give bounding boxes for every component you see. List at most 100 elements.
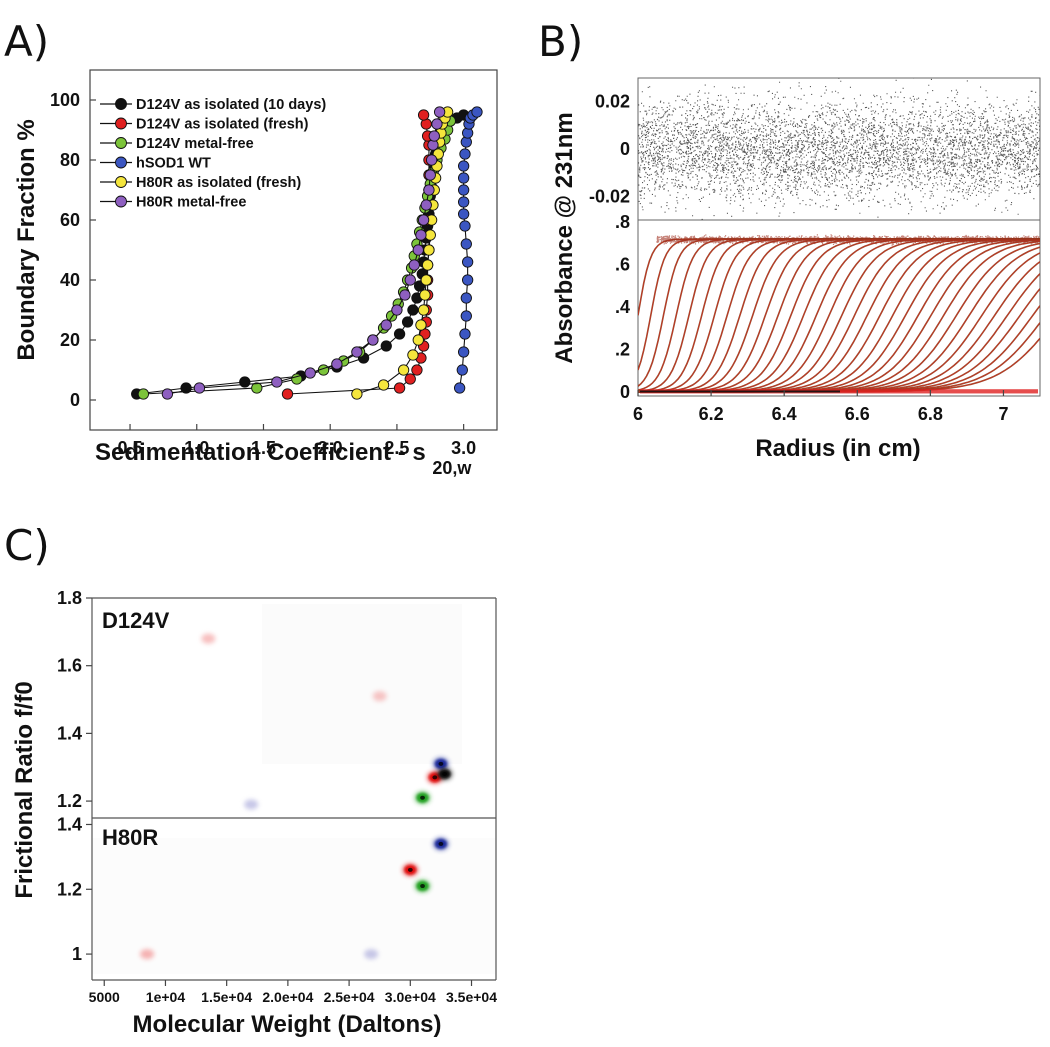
panel-b-xtick-label: 6.4 — [772, 404, 797, 424]
panel-a-point — [459, 148, 471, 160]
panel-a-ytick-label: 40 — [60, 270, 80, 290]
panel-a-legend-label: D124V as isolated (10 days) — [136, 97, 326, 113]
panel-a-point — [417, 109, 430, 121]
panel-a-point — [461, 274, 474, 286]
panel-c-ytick-label: 1.2 — [57, 791, 82, 811]
panel-a-point — [424, 169, 436, 181]
panel-c-shade-1 — [262, 604, 462, 764]
panel-a-point — [407, 304, 419, 316]
panel-c-peak-core — [420, 795, 425, 800]
panel-c-peak-faint — [372, 691, 387, 702]
panel-a-point — [459, 328, 471, 340]
panel-c-label: C) — [4, 521, 50, 570]
panel-b-scan-ytick-label: 0 — [620, 382, 630, 402]
panel-c-subplot-label-h80r: H80R — [102, 825, 158, 850]
panel-c-peak-faint — [364, 949, 379, 960]
panel-a-point — [351, 346, 363, 358]
panel-a-legend: D124V as isolated (10 days) D124V as isol… — [100, 97, 326, 211]
panel-a-xtick-label: 1.5 — [251, 438, 276, 458]
panel-b-residual-ytick-label: 0.02 — [595, 92, 630, 112]
panel-c-peaks — [140, 633, 453, 960]
panel-b-label: B) — [538, 17, 583, 66]
panel-b-xtick-label: 6.2 — [699, 404, 724, 424]
panel-a-xtick-label: 2.0 — [318, 438, 343, 458]
panel-a-point — [420, 274, 432, 286]
panel-a-point — [412, 334, 424, 346]
panel-a-point — [331, 358, 343, 370]
panel-a-point — [456, 364, 468, 376]
panel-c-shade-2 — [92, 838, 496, 974]
panel-c-peak-core — [407, 867, 413, 872]
panel-a-point — [421, 259, 434, 271]
panel-a-point — [251, 382, 263, 394]
panel-a-point — [380, 340, 392, 352]
panel-a-point — [417, 304, 430, 316]
panel-a-series — [131, 106, 483, 400]
panel-a-point — [137, 388, 150, 400]
panel-a-ytick-label: 80 — [60, 150, 80, 170]
panel-a-point — [193, 382, 206, 394]
panel-c-xtick-label: 1.5e+04 — [201, 989, 252, 1005]
panel-a-point — [408, 259, 420, 271]
panel-b-baseline-data — [640, 390, 840, 393]
panel-c-peak-faint — [244, 799, 259, 810]
panel-b-scan-ytick-label: .8 — [615, 212, 630, 232]
panel-a-point — [380, 319, 392, 331]
panel-c-xtick-label: 2.0e+04 — [262, 989, 313, 1005]
panel-b-chart: 6 6.2 6.4 6.6 6.8 7 0.02 0 -0.02 .8 .6 .4 .2 0 Radius… — [551, 77, 1041, 462]
panel-a-xtick-label: 1.0 — [184, 438, 209, 458]
panel-a-legend-label: H80R as isolated (fresh) — [136, 175, 301, 191]
panel-a-point — [457, 208, 470, 220]
panel-c-xtick-label: 3.0e+04 — [385, 989, 436, 1005]
panel-c-peak-core — [420, 884, 425, 889]
panel-a-point — [460, 238, 472, 250]
panel-a-point — [239, 376, 251, 388]
panel-c-peak-core — [442, 772, 447, 776]
panel-a-legend-label: D124V metal-free — [136, 136, 254, 152]
panel-a-axes: 0.5 1.0 1.5 2.0 2.5 3.0 0 20 40 60 80 100 — [50, 90, 476, 458]
panel-c-ytick-label: 1.4 — [57, 814, 82, 834]
panel-a-point — [407, 349, 419, 361]
panel-b-xtick-label: 6.8 — [918, 404, 943, 424]
panel-a-legend-marker — [115, 176, 127, 188]
panel-a-ytick-label: 0 — [70, 390, 80, 410]
panel-a-point — [460, 310, 472, 322]
panel-b-residual-ytick-label: -0.02 — [589, 186, 630, 206]
panel-a-point — [419, 289, 431, 301]
panel-a-point — [457, 196, 470, 208]
panel-c-peak-core — [438, 841, 444, 846]
panel-b-residual-area — [637, 77, 1041, 221]
panel-a-point — [453, 382, 466, 394]
panel-a-point — [457, 172, 470, 184]
panel-a-point — [428, 130, 440, 142]
panel-a-legend-marker — [115, 156, 127, 169]
panel-a-point — [415, 229, 427, 241]
panel-b-residual-ytick-label: 0 — [620, 139, 630, 159]
panel-a-point — [457, 184, 470, 196]
panel-a-point — [461, 256, 474, 268]
panel-a-ylabel: Boundary Fraction % — [13, 119, 40, 360]
panel-c-chart: 5000 1e+04 1.5e+04 2.0e+04 2.5e+04 3.0e+04 3.5… — [11, 588, 497, 1038]
panel-a-xlabel-subscript: 20,w — [432, 458, 472, 478]
panel-a-point — [415, 319, 427, 331]
panel-a-legend-marker — [115, 137, 127, 149]
panel-a-point — [411, 364, 423, 376]
panel-b-xlabel: Radius (in cm) — [755, 435, 920, 462]
panel-a-point — [393, 328, 406, 340]
panel-a-point — [420, 199, 432, 211]
panel-a-point — [412, 244, 424, 256]
panel-c-xtick-label: 5000 — [89, 989, 120, 1005]
panel-a-point — [425, 154, 438, 166]
panel-a-legend-marker — [115, 195, 127, 208]
panel-a-point — [271, 376, 283, 388]
panel-a-label: A) — [4, 17, 49, 66]
panel-a-ytick-label: 20 — [60, 330, 80, 350]
panel-c-ytick-label: 1 — [72, 944, 82, 964]
panel-a-point — [423, 244, 435, 256]
panel-c-peak-faint — [140, 949, 155, 960]
panel-a-point — [401, 316, 414, 328]
panel-a-point — [423, 184, 435, 196]
panel-b-scan-ytick-label: .6 — [615, 255, 630, 275]
panel-a-xlabel: Sedimentation Coefficient - s 20,w — [95, 439, 472, 478]
